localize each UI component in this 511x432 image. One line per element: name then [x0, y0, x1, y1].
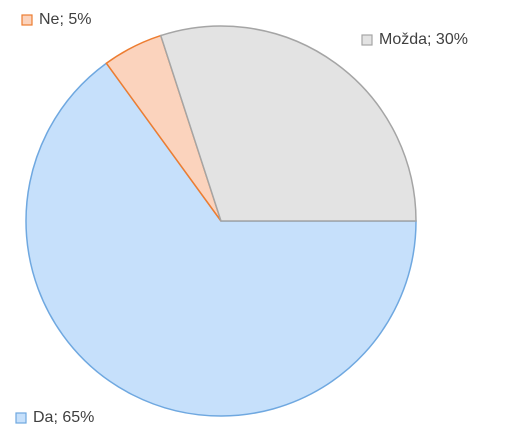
pie-slice — [159, 25, 417, 222]
data-label: Ne; 5% — [39, 11, 91, 28]
legend-swatch — [15, 412, 27, 424]
legend-swatch — [361, 34, 373, 46]
data-label: Da; 65% — [33, 409, 94, 426]
pie-slice — [25, 62, 417, 417]
legend-swatch — [21, 14, 33, 26]
data-label: Možda; 30% — [379, 31, 468, 48]
